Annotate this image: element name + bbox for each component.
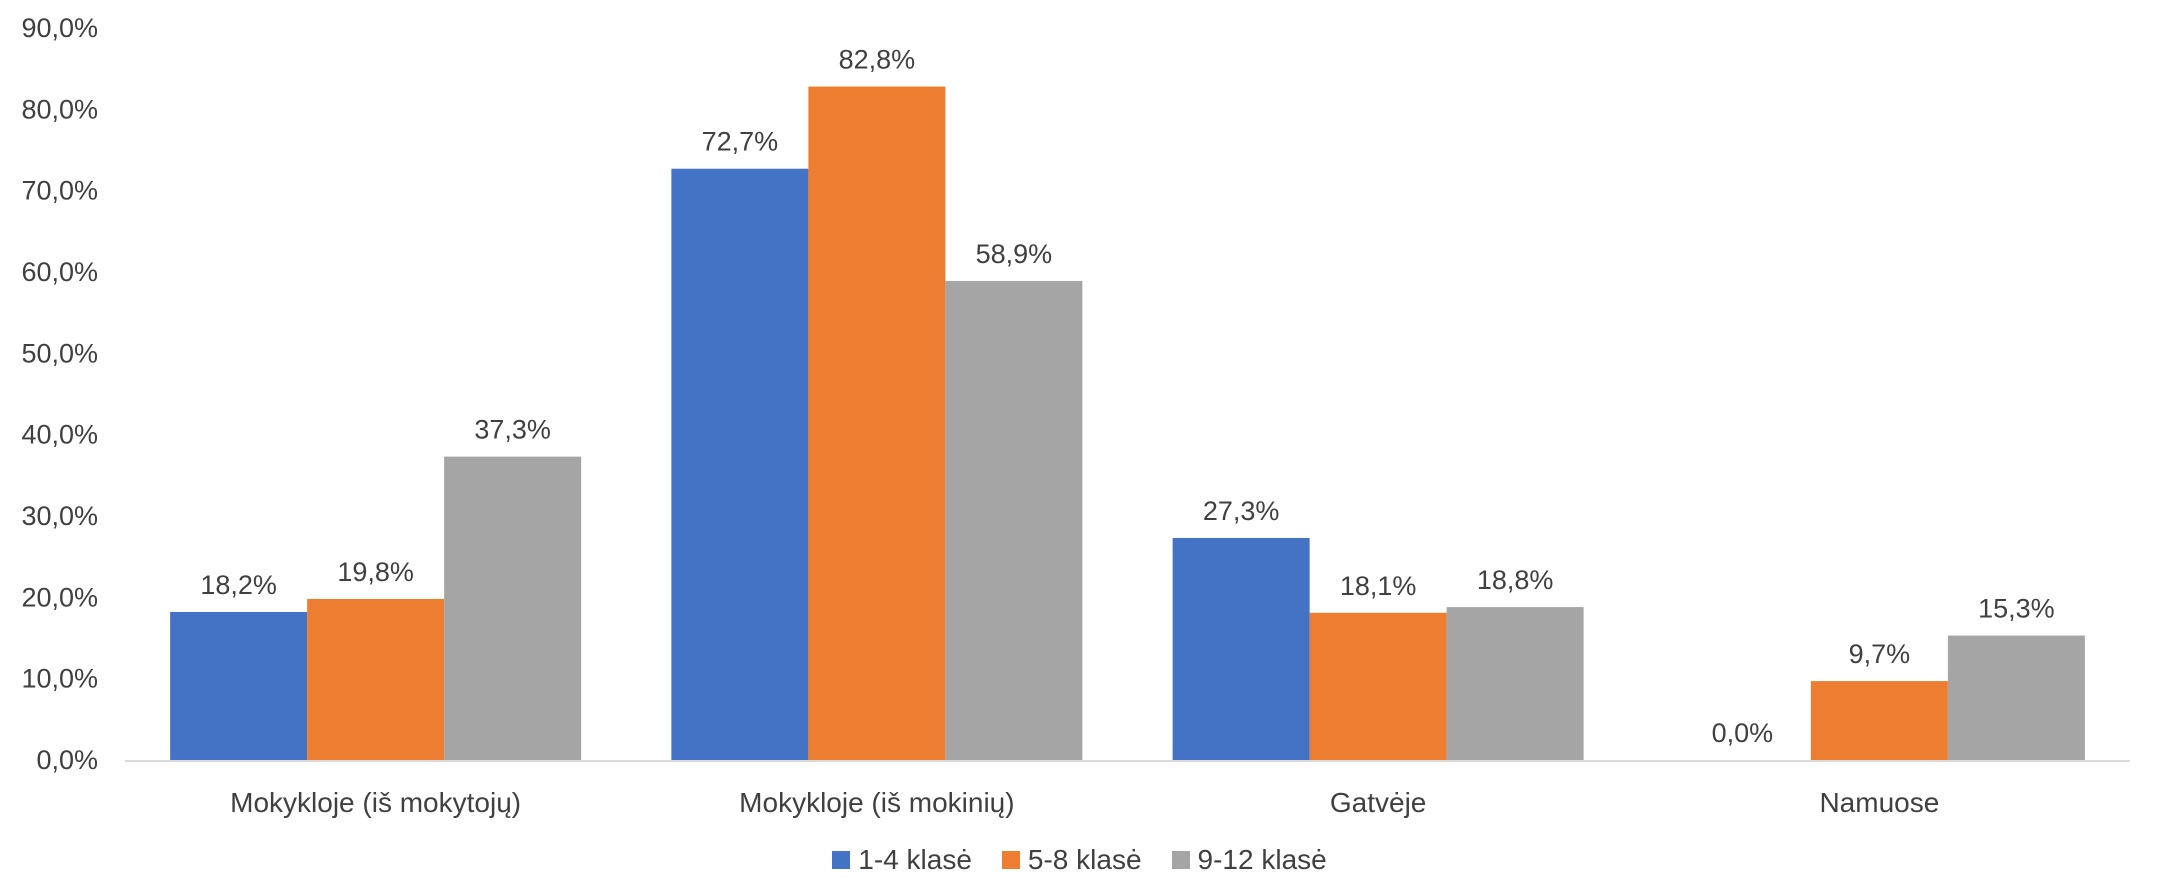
category-label: Gatvėje	[1330, 787, 1427, 818]
y-tick-label: 50,0%	[21, 338, 98, 368]
bar	[1172, 537, 1310, 760]
legend-label: 9-12 klasė	[1197, 844, 1327, 875]
data-labels: 18,2% 19,8% 37,3% 72,7% 82,8% 58,9% 27,3% 18,1%…	[200, 45, 2054, 748]
data-label: 82,8%	[839, 45, 916, 75]
data-label: 15,3%	[1978, 594, 2055, 624]
data-label: 18,8%	[1477, 565, 1554, 595]
bar	[1810, 681, 1948, 760]
y-tick-label: 30,0%	[21, 501, 98, 531]
legend-swatch	[1001, 851, 1020, 869]
bar	[170, 611, 308, 760]
data-label: 72,7%	[702, 127, 779, 157]
y-tick-label: 80,0%	[21, 94, 98, 124]
y-tick-label: 40,0%	[21, 420, 98, 450]
legend-item: 1-4 klasė	[832, 844, 972, 876]
category-label: Mokykloje (iš mokinių)	[739, 787, 1014, 818]
data-label: 9,7%	[1849, 639, 1911, 669]
legend-swatch	[832, 851, 851, 869]
data-label: 18,1%	[1340, 571, 1417, 601]
legend-item: 5-8 klasė	[1001, 844, 1142, 876]
legend: 1-4 klasė 5-8 klasė 9-12 klasė	[0, 843, 2159, 877]
data-label: 0,0%	[1712, 718, 1774, 748]
bar	[671, 168, 809, 760]
legend-item: 9-12 klasė	[1171, 844, 1327, 876]
bar	[307, 598, 445, 760]
bar	[1947, 635, 2085, 760]
legend-swatch	[1171, 851, 1190, 869]
data-label: 37,3%	[474, 415, 551, 445]
data-label: 58,9%	[976, 239, 1053, 269]
legend-label: 1-4 klasė	[858, 844, 972, 875]
bars	[170, 86, 2085, 760]
data-label: 18,2%	[200, 570, 277, 600]
y-tick-label: 10,0%	[21, 664, 98, 694]
y-tick-label: 70,0%	[21, 176, 98, 206]
bar	[444, 456, 582, 760]
bar	[808, 86, 946, 760]
data-label: 27,3%	[1203, 496, 1280, 526]
y-tick-label: 20,0%	[21, 582, 98, 612]
bar	[945, 280, 1083, 760]
y-tick-label: 0,0%	[36, 745, 98, 775]
data-label: 19,8%	[337, 557, 414, 587]
y-tick-label: 90,0%	[21, 13, 98, 43]
bar	[1309, 612, 1447, 760]
category-labels: Mokykloje (iš mokytojų) Mokykloje (iš mok…	[230, 787, 1939, 818]
category-label: Mokykloje (iš mokytojų)	[230, 787, 521, 818]
y-tick-label: 60,0%	[21, 257, 98, 287]
category-label: Namuose	[1819, 787, 1939, 818]
bar	[1446, 607, 1584, 760]
y-axis-ticks: 0,0% 10,0% 20,0% 30,0% 40,0% 50,0% 60,0% 70,0% 8…	[21, 13, 98, 775]
legend-label: 5-8 klasė	[1027, 844, 1142, 875]
